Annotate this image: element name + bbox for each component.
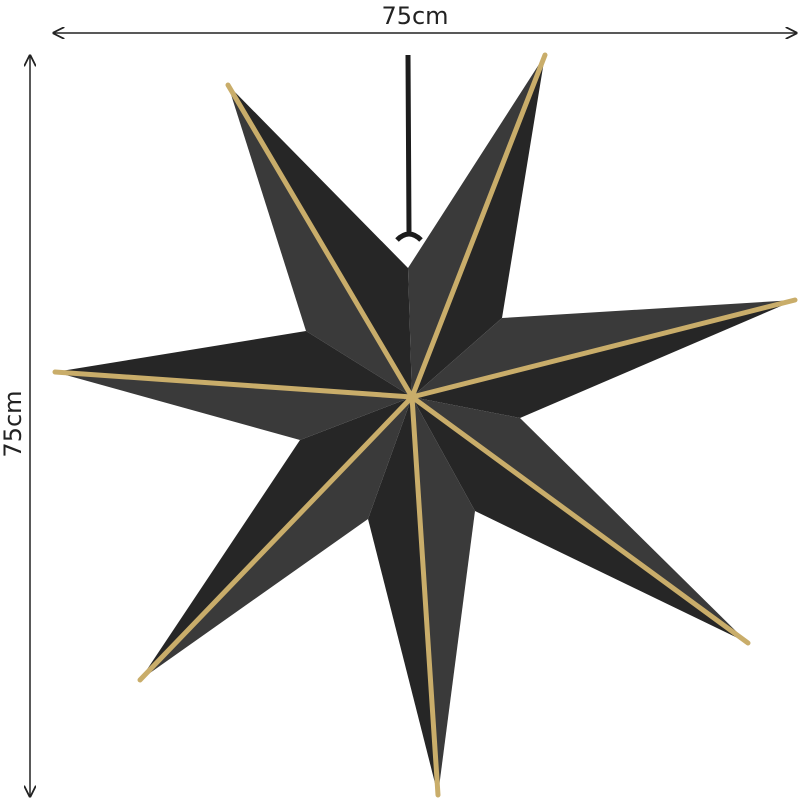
gold-trim-line [225,82,415,400]
star-facet [412,300,795,418]
height-label: 75cm [0,390,27,458]
gold-trim-line [137,394,415,683]
star-facet [412,397,475,795]
star-facet [55,372,412,440]
gold-trim-line [409,394,441,798]
hanging-cord [395,54,423,242]
width-label: 75cm [381,2,449,30]
star-facet [55,331,412,397]
star-facet [368,397,438,795]
gold-trim-line [409,52,548,400]
star-body [52,52,798,798]
gold-trim-line [409,297,798,400]
gold-trim-line [52,369,415,400]
gold-trim-line [409,394,751,646]
